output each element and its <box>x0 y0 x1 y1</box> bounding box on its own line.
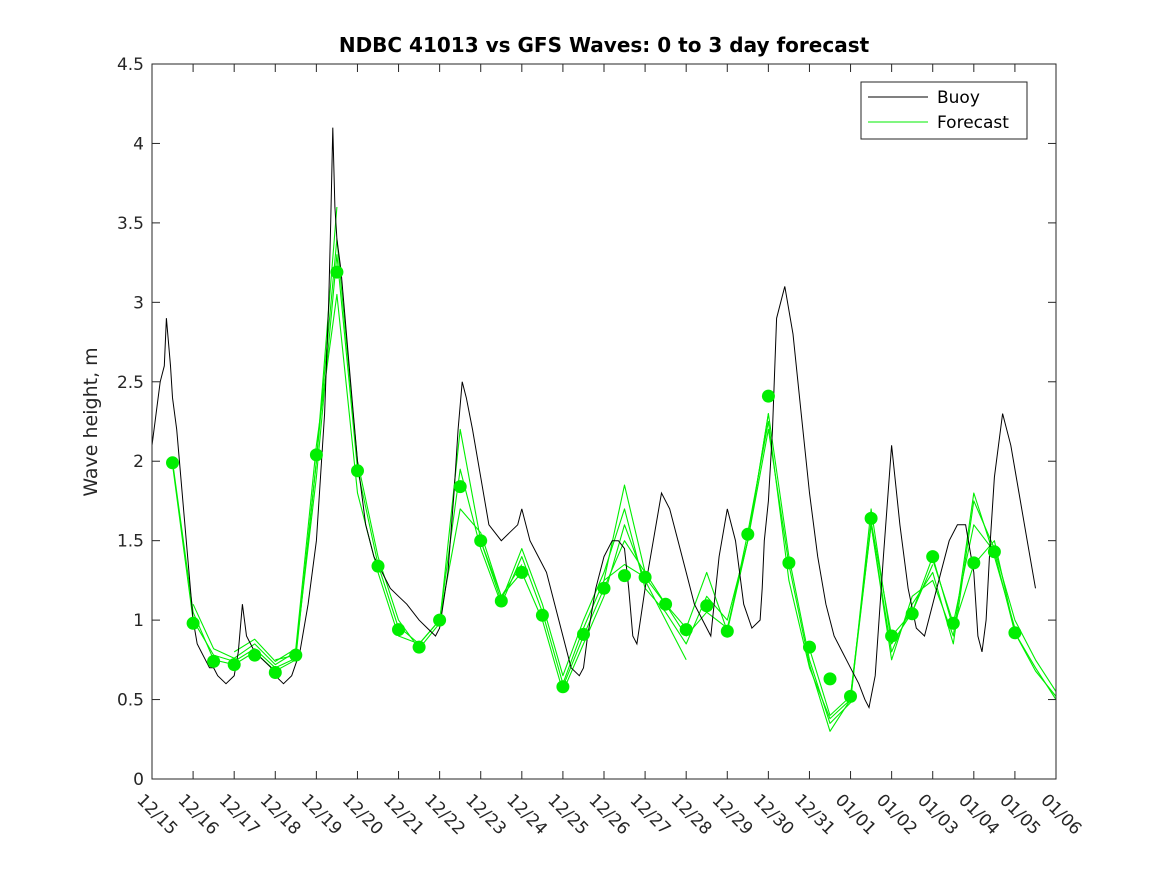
forecast-marker-point <box>207 654 221 668</box>
legend-box <box>860 81 1028 140</box>
forecast-marker-point <box>782 556 796 570</box>
forecast-marker-point <box>885 629 899 643</box>
forecast-marker-point <box>905 607 919 621</box>
forecast-marker-point <box>433 613 447 627</box>
forecast-marker-point <box>351 464 364 478</box>
forecast-marker-point <box>474 534 488 548</box>
forecast-marker-point <box>309 448 323 462</box>
legend: Buoy Forecast <box>860 81 1028 140</box>
forecast-marker-point <box>515 565 529 579</box>
forecast-marker-point <box>803 640 816 654</box>
forecast-run-line-4 <box>233 293 441 662</box>
forecast-marker-point <box>166 456 179 470</box>
legend-buoy-label: Buoy <box>937 88 980 108</box>
forecast-marker-point <box>597 581 611 595</box>
forecast-run-line-10 <box>603 413 934 724</box>
y-tick-label: 3.5 <box>117 214 144 234</box>
forecast-marker-point <box>289 648 303 662</box>
forecast-marker-point <box>392 623 405 637</box>
y-tick-label: 1 <box>133 611 144 631</box>
forecast-marker-point <box>371 559 385 573</box>
forecast-marker-point <box>638 570 652 584</box>
forecast-marker-point <box>577 627 590 641</box>
y-tick-label: 1.5 <box>117 532 144 552</box>
forecast-marker-point <box>679 623 693 637</box>
forecast-marker-point <box>864 511 878 525</box>
y-tick-label: 3 <box>133 293 144 313</box>
forecast-markers <box>166 265 1022 703</box>
forecast-marker-point <box>535 608 549 622</box>
plot-area: 00.511.522.533.544.5 12/1512/1612/1712/1… <box>117 55 1085 839</box>
chart-title: NDBC 41013 vs GFS Waves: 0 to 3 day fore… <box>339 33 870 57</box>
y-tick-label: 2.5 <box>117 373 144 393</box>
axis-ticks <box>151 63 1057 780</box>
y-tick-label: 0.5 <box>117 691 144 711</box>
forecast-marker-point <box>823 672 837 686</box>
y-tick-label: 2 <box>133 452 144 472</box>
forecast-marker-point <box>1008 626 1022 640</box>
y-tick-label: 4.5 <box>117 55 144 75</box>
forecast-marker-point <box>967 556 981 570</box>
forecast-marker-point <box>556 680 570 694</box>
forecast-marker-point <box>761 389 775 403</box>
forecast-marker-point <box>227 658 241 672</box>
forecast-marker-point <box>926 550 940 564</box>
y-tick-label: 4 <box>133 134 144 154</box>
forecast-marker-point <box>659 597 673 611</box>
forecast-marker-point <box>700 599 714 613</box>
y-tick-labels: 0 0.5 1 1.5 2 2.5 3 3.5 4 4.5 <box>117 55 144 790</box>
forecast-marker-point <box>453 480 467 494</box>
forecast-marker-point <box>494 594 508 608</box>
forecast-marker-point <box>412 640 426 654</box>
forecast-marker-point <box>268 666 282 679</box>
forecast-marker-point <box>741 527 755 541</box>
forecast-run-line-9 <box>562 420 851 720</box>
legend-forecast-label: Forecast <box>937 113 1009 133</box>
forecast-marker-point <box>720 624 734 638</box>
forecast-marker-point <box>844 689 857 703</box>
forecast-marker-point <box>330 265 344 279</box>
forecast-marker-point <box>987 545 1001 559</box>
plot-background <box>152 64 1056 779</box>
forecast-marker-point <box>946 616 960 630</box>
forecast-marker-point <box>186 616 200 630</box>
forecast-marker-point <box>248 648 262 662</box>
forecast-marker-point <box>618 569 631 583</box>
y-tick-label: 0 <box>133 770 144 790</box>
y-axis-label: Wave height, m <box>80 347 102 496</box>
